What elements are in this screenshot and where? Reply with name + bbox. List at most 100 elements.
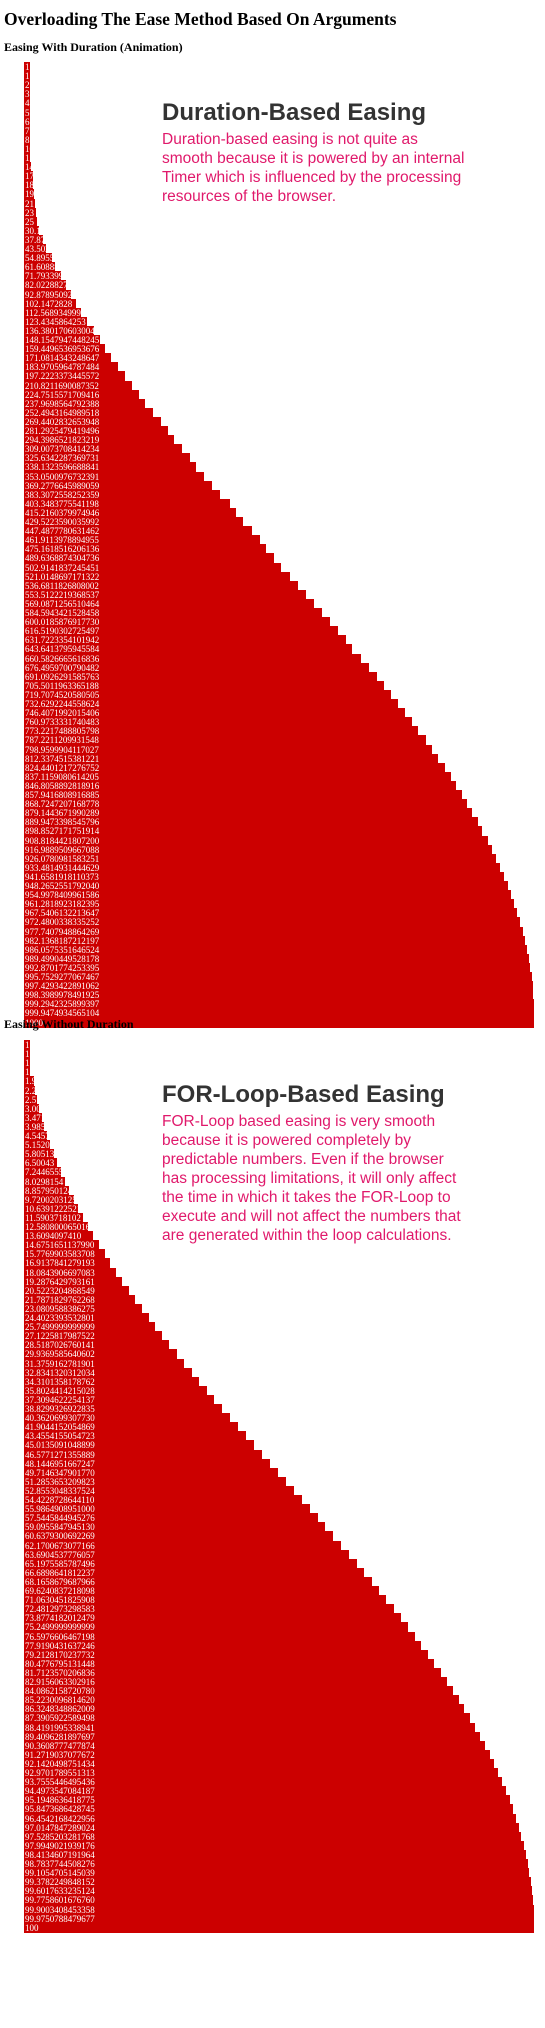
easing-bar: 760.9733331740483 (24, 717, 413, 728)
easing-bar: 62.1700673077166 (24, 1540, 342, 1551)
easing-bar: 281.2925479419496 (24, 426, 168, 436)
easing-bar: 34.3101358178762 (24, 1376, 199, 1387)
easing-bar: 85.2230096814620 (24, 1695, 459, 1706)
easing-bar: 92.87895092 (24, 289, 72, 300)
easing-bar: 224.7515571709416 (24, 389, 139, 400)
easing-bar: 447.4877780631462 (24, 526, 253, 537)
easing-bar: 76.5976606467198 (24, 1631, 415, 1642)
easing-bar: 66.6898641812237 (24, 1567, 365, 1578)
easing-bar: 82.0228827 (24, 280, 66, 291)
easing-bar: 309.0073708414234 (24, 444, 182, 455)
easing-bar: 643.6413795945584 (24, 644, 353, 655)
easing-bar: 631.7223354101942 (24, 635, 347, 646)
easing-bar: 998.3989978491925 (24, 990, 534, 1001)
easing-bar: 868.7247207168778 (24, 799, 467, 810)
easing-bar: 353.0500976732391 (24, 471, 205, 482)
easing-bar: 719.7074520580505 (24, 689, 392, 700)
easing-bar: 98.4134607191964 (24, 1849, 526, 1860)
easing-bar: 967.5406132213647 (24, 908, 518, 919)
easing-bar: 732.6292244558624 (24, 699, 398, 709)
easing-bar: 25 (24, 216, 37, 227)
easing-bar: 59.0955847945130 (24, 1522, 326, 1533)
easing-bar: 71.0630451825908 (24, 1595, 387, 1606)
easing-bar: 294.3986521823219 (24, 435, 175, 446)
easing-bar: 9.7200203125 (24, 1194, 74, 1205)
easing-bar: 787.2211209931548 (24, 735, 426, 746)
easing-bar: 3.9852 (24, 1121, 45, 1132)
easing-bar: 77.9190431637246 (24, 1640, 422, 1651)
easing-bar: 857.9416808916885 (24, 790, 462, 800)
easing-bar: 691.0926291585763 (24, 671, 377, 682)
easing-bar: 43.5027 (24, 244, 47, 254)
easing-bar: 68.1658679687966 (24, 1576, 372, 1587)
easing-bar: 86.3248348862009 (24, 1704, 465, 1715)
easing-bar: 84.0862158720780 (24, 1686, 453, 1697)
easing-bar: 18.0843906697083 (24, 1267, 117, 1278)
easing-bar: 989.4990449528178 (24, 953, 529, 964)
easing-bar: 99.9750788479677 (24, 1913, 534, 1924)
easing-bar: 926.0780981583251 (24, 853, 497, 864)
easing-bar: 8 (24, 134, 30, 145)
easing-bar: 403.3483775541198 (24, 498, 230, 509)
easing-bar: 28.5187026760141 (24, 1340, 170, 1351)
easing-bar: 489.6368874304736 (24, 553, 274, 564)
easing-bar: 61.60888 (24, 262, 56, 273)
easing-bar: 1 (24, 71, 30, 82)
easing-bar: 972.4800338335252 (24, 917, 520, 928)
easing-bar: 369.2776645989059 (24, 480, 213, 491)
easing-bar: 41.9044152054869 (24, 1422, 238, 1433)
easing-bar: 11.5903718102 (24, 1212, 84, 1223)
easing-bar: 948.2652551792040 (24, 881, 508, 891)
easing-bar: 1 (24, 1049, 30, 1060)
easing-bar: 21.7871829762268 (24, 1294, 136, 1305)
easing-bar: 986.0575351646524 (24, 944, 527, 955)
easing-bar: 51.2853653209823 (24, 1476, 286, 1487)
easing-bar: 2.5 (24, 1094, 37, 1105)
easing-bar: 23.0809588386275 (24, 1303, 142, 1314)
easing-bar: 12.5808000650161 (24, 1222, 89, 1232)
easing-bar: 30.1 (24, 225, 40, 236)
easing-bar: 16.9137841279193 (24, 1258, 111, 1269)
easing-bar: 100 (24, 1922, 534, 1933)
easing-bar: 14.6751651137990 (24, 1240, 99, 1251)
easing-bar: 91.2719037077672 (24, 1749, 490, 1760)
callout-heading: FOR-Loop-Based Easing (162, 1081, 445, 1108)
easing-bar: 12 (24, 153, 31, 163)
easing-bar: 79.2128170237732 (24, 1649, 428, 1660)
easing-bar: 1 (24, 1067, 30, 1078)
easing-bar: 88.4191995338941 (24, 1722, 475, 1733)
easing-bar: 99.9003408453358 (24, 1904, 534, 1915)
easing-bar: 773.2217488805798 (24, 726, 419, 737)
easing-bar: 1 (24, 1058, 30, 1069)
easing-bar: 5.80513 (24, 1149, 54, 1160)
easing-bar: 383.3072558252359 (24, 489, 220, 500)
easing-bar: 475.1618516206136 (24, 544, 267, 555)
easing-bar: 43.4554155054723 (24, 1431, 246, 1442)
easing-bar: 3 (24, 89, 30, 100)
easing-bar: 38.8299326922835 (24, 1404, 222, 1414)
easing-bar: 237.9698564792388 (24, 398, 146, 409)
easing-bar: 982.1368187212197 (24, 935, 525, 946)
easing-bar: 10.6391222521 (24, 1203, 79, 1214)
easing-bar: 338.1323596688841 (24, 462, 197, 473)
easing-bar: 999.9474934565104 (24, 1008, 534, 1019)
easing-bar: 82.9156063302916 (24, 1677, 447, 1687)
easing-bar: 81.7123570206836 (24, 1667, 441, 1678)
easing-bar: 54.8955 (24, 253, 52, 264)
easing-bar: 210.8211690087352 (24, 380, 132, 391)
easing-bar: 95.8473686428745 (24, 1804, 513, 1815)
easing-bar: 15.7769903583708 (24, 1249, 105, 1260)
easing-bar: 99.1054705145039 (24, 1868, 530, 1879)
easing-bar: 52.8553048337524 (24, 1485, 294, 1496)
easing-bar: 879.1443671990289 (24, 808, 473, 819)
easing-bar: 961.2818923182395 (24, 899, 515, 910)
easing-bars-for-loop: 11111.92.22.53.003.4713.98524.54575.1520… (24, 1040, 534, 1934)
easing-bar: 123.4345864253 (24, 316, 87, 327)
easing-bar: 29.9369585640602 (24, 1349, 177, 1360)
easing-bar: 136.3801706030049 (24, 325, 94, 336)
easing-bar: 48.1446951667247 (24, 1458, 270, 1469)
easing-bar: 941.6581918110373 (24, 871, 505, 882)
easing-bar: 27.1225817987522 (24, 1331, 163, 1342)
callout-duration: Duration-Based Easing Duration-based eas… (162, 98, 472, 206)
easing-bar: 75.2499999999999 (24, 1622, 408, 1633)
